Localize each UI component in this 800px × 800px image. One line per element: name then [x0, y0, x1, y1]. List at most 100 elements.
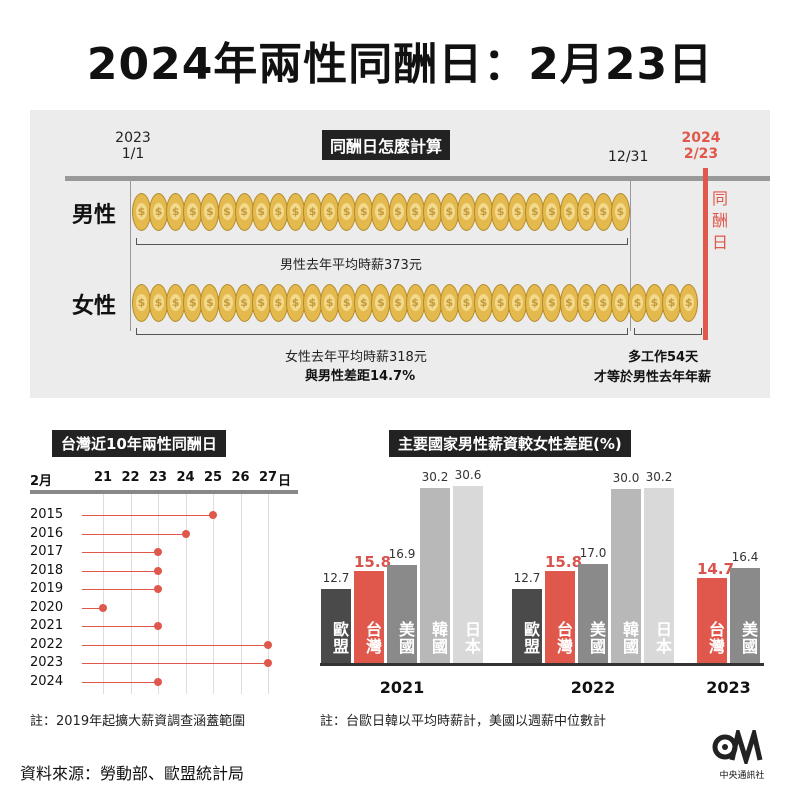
day-gridline	[158, 494, 159, 694]
lollipop-stem	[82, 552, 158, 553]
day-tick-label: 27	[258, 470, 278, 485]
lollipop-stem	[82, 626, 158, 627]
year-group-label: 2022	[570, 678, 616, 697]
bar-country-label: 美國	[587, 621, 606, 655]
lollipop-stem	[82, 515, 213, 516]
lollipop-dot	[154, 548, 162, 556]
bar-value-label: 30.6	[454, 467, 482, 482]
coin	[388, 193, 408, 231]
day-tick-label: 25	[203, 470, 223, 485]
bar	[611, 489, 641, 663]
coin	[285, 193, 305, 231]
day-tick-label: 26	[231, 470, 250, 485]
coin	[593, 284, 613, 322]
year-end-guide-line	[630, 176, 631, 331]
day-suffix-label: 日	[278, 474, 292, 489]
lollipop-dot	[154, 622, 162, 630]
lollipop-dot	[154, 677, 162, 686]
bar-baseline	[320, 663, 764, 666]
coin	[217, 193, 237, 231]
bar-value-label: 15.8	[354, 553, 392, 572]
page-title: 2024年兩性同酬日：2月23日	[86, 39, 714, 90]
extra-days-note: 多工作54天	[628, 350, 699, 365]
bar-country-label: 美國	[396, 621, 415, 655]
cna-logo: 中央通訊社	[712, 724, 772, 781]
lollipop-dot	[154, 585, 162, 593]
coin	[474, 193, 493, 231]
lollipop-dot	[264, 640, 272, 649]
male-wage-note: 男性去年平均時薪373元	[280, 258, 422, 273]
year-group-label: 2021	[379, 678, 425, 697]
bar-country-label: 歐盟	[330, 621, 349, 655]
coin	[405, 284, 425, 322]
day-tick-label: 23	[148, 470, 168, 485]
day-tick-label: 24	[176, 470, 195, 485]
lollipop-dot	[181, 529, 190, 538]
bar	[420, 487, 450, 663]
coin	[474, 284, 493, 322]
day-gridline	[130, 494, 132, 694]
year-end-label: 12/31	[608, 149, 649, 165]
male-bracket	[136, 238, 628, 245]
bar-value-label: 14.7	[697, 559, 735, 578]
coin	[320, 284, 340, 322]
female-row-label: 女性	[72, 294, 117, 319]
calc-axis	[65, 176, 770, 181]
female-wage-note: 女性去年平均時薪318元	[285, 350, 427, 365]
coin	[251, 284, 271, 322]
lollipop-stem	[82, 663, 268, 664]
bar	[644, 487, 674, 663]
day-gridline	[103, 494, 104, 694]
coin	[234, 193, 254, 231]
bar-value-label: 30.2	[645, 469, 673, 484]
coin	[388, 284, 408, 322]
coin	[559, 193, 579, 231]
lollipop-stem	[82, 589, 158, 590]
year-label: 2022	[30, 636, 64, 652]
coin	[593, 193, 613, 231]
coin	[679, 284, 699, 322]
year-label: 2023	[30, 655, 64, 670]
bar-value-label: 17.0	[579, 546, 607, 561]
coin	[234, 284, 254, 322]
lollipop-stem	[82, 607, 103, 609]
lollipop-dot	[154, 566, 162, 575]
bar-country-label: 日本	[653, 621, 672, 655]
female-bracket	[136, 328, 628, 335]
bar-country-label: 美國	[739, 621, 758, 655]
bar-value-label: 30.2	[421, 469, 449, 484]
start-date-label: 2023 1/1	[115, 130, 151, 162]
bar-country-label: 台灣	[554, 621, 573, 655]
coin	[508, 193, 528, 231]
day-gridline	[185, 494, 187, 694]
bar	[545, 571, 575, 663]
cna-logo-text: 中央通訊社	[719, 771, 765, 781]
coin	[268, 193, 288, 231]
day-gridline	[240, 494, 242, 694]
bar-country-label: 韓國	[620, 621, 639, 655]
coin	[354, 193, 374, 231]
bar	[453, 485, 483, 663]
lollipop-dot	[264, 659, 272, 667]
year-label: 2019	[30, 581, 64, 596]
coin	[405, 193, 425, 231]
extra-days-note-2: 才等於男性去年年薪	[594, 370, 712, 385]
bar	[578, 564, 608, 663]
year-label: 2016	[30, 525, 64, 541]
coin	[251, 193, 271, 231]
coin	[610, 193, 630, 231]
coin	[268, 284, 288, 322]
coin	[183, 284, 203, 322]
coin	[525, 284, 545, 322]
coin	[576, 284, 596, 322]
coin	[439, 193, 459, 231]
bar-chart-header: 主要國家男性薪資較女性差距(%)	[389, 430, 631, 457]
bar-country-label: 日本	[462, 621, 481, 655]
bar-country-label: 台灣	[363, 621, 382, 655]
bar-note: 註：台歐日韓以平均時薪計，美國以週薪中位數計	[320, 714, 607, 729]
lollipop-stem	[82, 681, 158, 683]
timeline-header: 台灣近10年兩性同酬日	[52, 430, 226, 457]
male-row-label: 男性	[72, 203, 117, 228]
coin	[422, 193, 442, 231]
source-text: 資料來源：勞動部、歐盟統計局	[20, 764, 245, 783]
